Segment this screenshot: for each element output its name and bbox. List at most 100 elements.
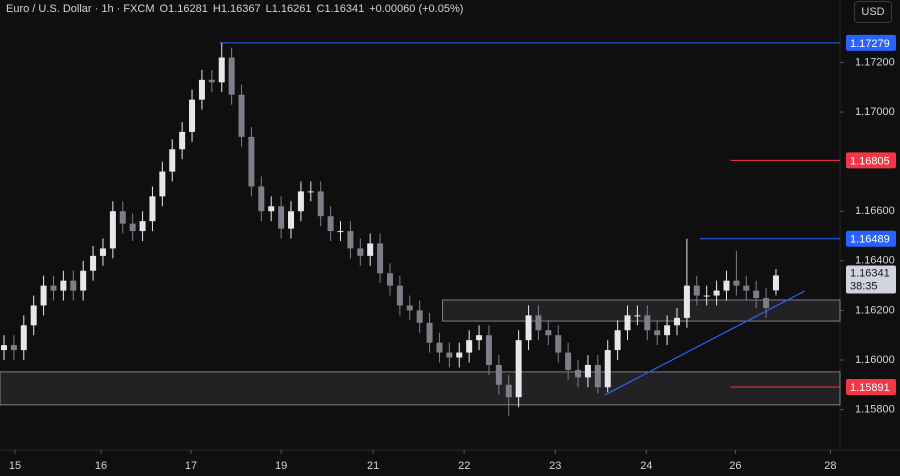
candle-body (535, 315, 542, 331)
last-price-tag (846, 265, 896, 294)
candle-body (594, 364, 601, 388)
ohlc-item: H1.16367 (213, 3, 261, 15)
candle-body (30, 305, 37, 326)
candle-body (604, 350, 611, 388)
candle-body (654, 330, 661, 336)
y-tick-label: 1.16600 (855, 205, 895, 217)
ohlc: O1.16281 H1.16367 L1.16261 C1.16341 (160, 3, 365, 15)
candle-body (90, 255, 97, 271)
candle-body (753, 290, 760, 299)
candle-body (367, 243, 374, 256)
candle-body (109, 211, 116, 249)
x-tick-label: 23 (549, 460, 561, 472)
candle-body (436, 342, 443, 353)
candle-body (634, 315, 641, 317)
candle-body (683, 285, 690, 318)
x-tick-label: 24 (640, 460, 652, 472)
candle-body (50, 285, 57, 291)
candle-body (406, 305, 413, 311)
ohlc-item: L1.16261 (266, 3, 312, 15)
candle-body (80, 270, 87, 291)
candle-body (565, 352, 572, 370)
candle-body (644, 315, 651, 331)
candle-body (228, 57, 235, 95)
candle-body (545, 330, 552, 336)
candle-body (0, 345, 7, 351)
candle-body (446, 352, 453, 358)
y-tick-label: 1.16200 (855, 304, 895, 316)
candle-body (505, 384, 512, 398)
candle-body (377, 243, 384, 274)
ohlc-item: C1.16341 (316, 3, 364, 15)
x-tick-label: 26 (729, 460, 741, 472)
x-tick-label: 17 (185, 460, 197, 472)
candle-body (60, 280, 67, 291)
candle-body (337, 231, 344, 233)
x-tick-label: 28 (824, 460, 836, 472)
candle-body (149, 196, 156, 222)
level-label: 1.16805 (850, 155, 890, 167)
candle-body (396, 285, 403, 306)
header: Euro / U.S. Dollar · 1h · FXCM O1.16281 H… (6, 3, 463, 15)
candle-body (159, 171, 166, 197)
candle-body (743, 285, 750, 291)
candle-body (129, 223, 136, 232)
y-tick-label: 1.16400 (855, 255, 895, 267)
candle-body (297, 191, 304, 212)
candle-body (555, 335, 562, 353)
candle-body (357, 248, 364, 256)
candle-body (189, 99, 196, 132)
candle-body (495, 364, 502, 385)
ohlc-key: H (212, 3, 221, 15)
candle-body (10, 345, 17, 351)
candle-body (347, 231, 354, 249)
x-tick-label: 16 (95, 460, 107, 472)
candle-body (624, 315, 631, 331)
candle-body (416, 310, 423, 323)
ohlc-key: L (265, 3, 272, 15)
zone (442, 299, 841, 322)
ohlc-value: 1.16281 (168, 3, 208, 15)
ohlc-value: 1.16367 (220, 3, 261, 15)
symbol: Euro / U.S. Dollar · 1h · FXCM (6, 3, 155, 15)
candle-body (198, 79, 205, 100)
candle-body (238, 94, 245, 137)
ohlc-value: 1.16261 (271, 3, 312, 15)
trendline (604, 290, 805, 396)
x-tick-label: 21 (367, 460, 379, 472)
candle-body (772, 275, 779, 291)
ohlc-item: O1.16281 (160, 3, 208, 15)
candle-body (703, 295, 710, 297)
candle-body (20, 325, 27, 351)
candle-body (664, 325, 671, 336)
candle-body (693, 285, 700, 296)
candle-body (99, 248, 106, 256)
candle-body (713, 290, 720, 296)
candle-body (476, 335, 483, 341)
candle-body (208, 79, 215, 83)
change: +0.00060 (+0.05%) (369, 3, 464, 15)
level-label: 1.15891 (850, 382, 890, 394)
candle-body (139, 221, 146, 232)
candle-body (278, 206, 285, 229)
candle-body (584, 364, 591, 378)
level-label: 1.17279 (850, 38, 890, 50)
ohlc-key: C (316, 3, 325, 15)
candle-body (426, 322, 433, 343)
candle-body (307, 191, 314, 193)
level-tag (846, 230, 896, 247)
candle-body (614, 330, 621, 351)
candle-body (40, 285, 47, 306)
level-tag (846, 379, 896, 396)
y-tick-label: 1.16000 (855, 354, 895, 366)
candle-body (268, 206, 275, 212)
candle-body (169, 149, 176, 172)
candle-body (70, 280, 77, 291)
ohlc-value: 1.16341 (324, 3, 365, 15)
level-tag (846, 34, 896, 51)
currency-button[interactable]: USD (854, 1, 892, 23)
level-label: 1.16489 (850, 234, 890, 246)
y-tick-label: 1.17200 (855, 56, 895, 68)
